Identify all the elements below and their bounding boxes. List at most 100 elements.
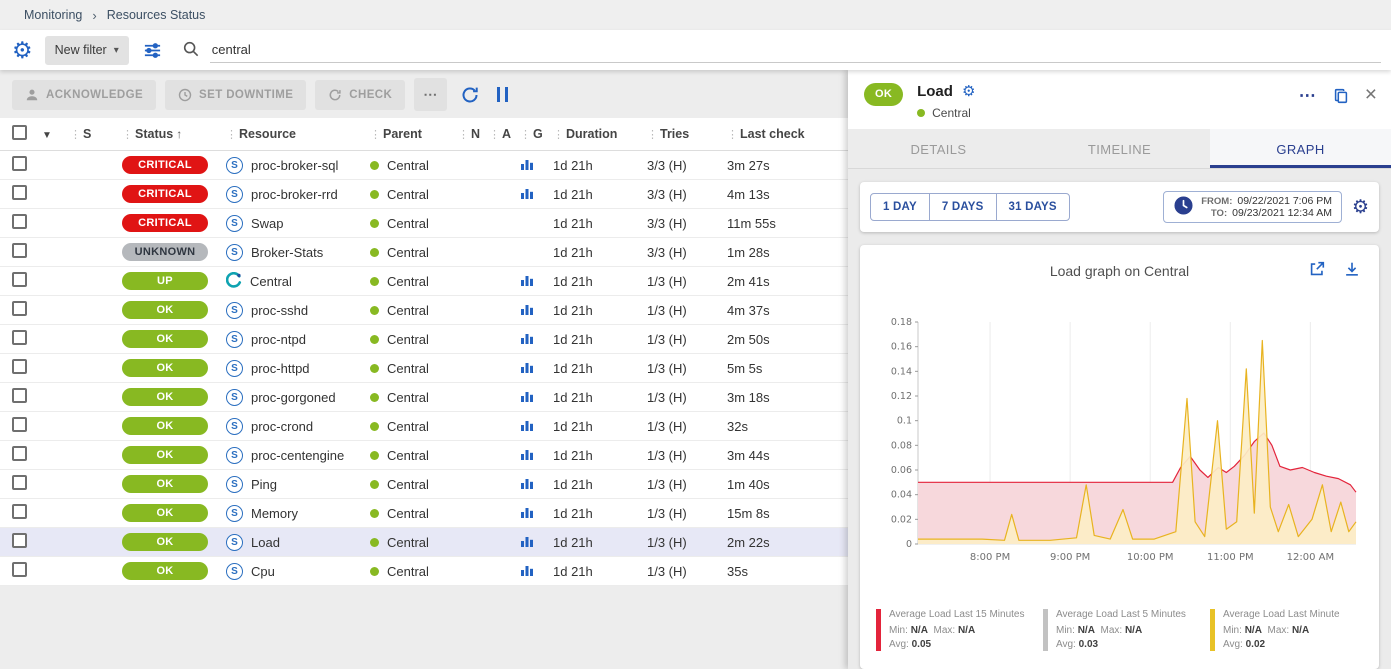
last-check-value: 11m 55s (727, 215, 776, 231)
graph-icon[interactable] (520, 333, 534, 348)
col-header-duration[interactable]: Duration (566, 127, 618, 141)
tab-details[interactable]: DETAILS (910, 142, 967, 157)
col-header-notes[interactable]: N (471, 127, 481, 141)
breadcrumb-resources-status[interactable]: Resources Status (106, 8, 206, 22)
graph-icon[interactable] (520, 188, 534, 203)
graph-settings-gear-icon[interactable]: ⚙ (1351, 196, 1369, 218)
resource-name: proc-broker-rrd (251, 186, 338, 202)
legend-item-load5[interactable]: Average Load Last 5 Minutes Min: N/A Max… (1043, 609, 1196, 651)
range-31days-button[interactable]: 31 DAYS (995, 193, 1070, 221)
table-row[interactable]: OK S proc-crond Central 1d 21h 1/3 (H) 3… (0, 411, 848, 441)
download-icon[interactable] (1343, 260, 1361, 278)
graph-icon[interactable] (520, 565, 534, 580)
duration-value: 1d 21h (553, 360, 593, 376)
table-row[interactable]: CRITICAL S proc-broker-sql Central 1d 21… (0, 150, 848, 180)
resource-name: Load (251, 534, 280, 550)
row-checkbox[interactable] (12, 417, 27, 432)
table-row[interactable]: OK S Load Central 1d 21h 1/3 (H) 2m 22s (0, 527, 848, 557)
graph-icon[interactable] (520, 391, 534, 406)
col-header-severity[interactable]: S (83, 127, 92, 141)
table-row[interactable]: CRITICAL S Swap Central 1d 21h 3/3 (H) 1… (0, 208, 848, 238)
tab-timeline[interactable]: TIMELINE (1087, 142, 1152, 157)
parent-name: Central (387, 360, 429, 376)
row-checkbox[interactable] (12, 330, 27, 345)
col-header-tries[interactable]: Tries (660, 127, 690, 141)
graph-icon[interactable] (520, 536, 534, 551)
pause-icon[interactable] (493, 83, 512, 106)
set-downtime-button[interactable]: SET DOWNTIME (165, 79, 307, 110)
table-row[interactable]: OK S proc-gorgoned Central 1d 21h 1/3 (H… (0, 382, 848, 412)
col-header-parent[interactable]: Parent (383, 127, 422, 141)
table-row[interactable]: UP Central Central 1d 21h 1/3 (H) 2m 41s (0, 266, 848, 296)
col-header-last-check[interactable]: Last check (740, 127, 805, 141)
graph-icon[interactable] (520, 275, 534, 290)
row-checkbox[interactable] (12, 446, 27, 461)
row-checkbox[interactable] (12, 185, 27, 200)
graph-icon[interactable] (520, 420, 534, 435)
select-rows-dropdown-icon[interactable]: ▼ (42, 130, 52, 141)
table-row[interactable]: UNKNOWN S Broker-Stats Central 1d 21h 3/… (0, 237, 848, 267)
load-graph[interactable]: 8:00 PM 9:00 PM 10:00 PM 11:00 PM 12:00 AM 0 0… (870, 279, 1369, 607)
row-checkbox[interactable] (12, 388, 27, 403)
advanced-filters-icon[interactable] (143, 41, 162, 60)
range-1day-button[interactable]: 1 DAY (870, 193, 930, 221)
col-header-status[interactable]: Status (135, 127, 174, 141)
row-checkbox[interactable] (12, 359, 27, 374)
col-header-graph[interactable]: G (533, 127, 543, 141)
acknowledge-button[interactable]: ACKNOWLEDGE (12, 79, 157, 110)
last-check-value: 3m 18s (727, 389, 770, 405)
copy-link-icon[interactable] (1332, 87, 1350, 108)
graph-icon[interactable] (520, 478, 534, 493)
tab-graph[interactable]: GRAPH (1210, 129, 1391, 168)
more-actions-button[interactable]: ⋯ (414, 78, 447, 111)
graph-icon[interactable] (520, 449, 534, 464)
panel-more-icon[interactable]: ⋯ (1298, 86, 1317, 105)
table-row[interactable]: OK S proc-centengine Central 1d 21h 1/3 … (0, 440, 848, 470)
row-checkbox[interactable] (12, 475, 27, 490)
centreon-host-icon (226, 271, 242, 288)
parent-status-dot (370, 363, 379, 373)
row-checkbox[interactable] (12, 562, 27, 577)
resource-settings-gear-icon[interactable]: ⚙ (961, 83, 976, 100)
row-checkbox[interactable] (12, 272, 27, 287)
table-row[interactable]: OK S proc-ntpd Central 1d 21h 1/3 (H) 2m… (0, 324, 848, 354)
search-input[interactable] (209, 37, 1381, 63)
status-badge: OK (122, 533, 208, 551)
tries-value: 3/3 (H) (647, 215, 687, 231)
filters-gear-icon[interactable]: ⚙ (12, 36, 33, 63)
col-header-resource[interactable]: Resource (239, 127, 296, 141)
row-checkbox[interactable] (12, 301, 27, 316)
table-row[interactable]: OK S Cpu Central 1d 21h 1/3 (H) 35s (0, 556, 848, 586)
table-row[interactable]: OK S Memory Central 1d 21h 1/3 (H) 15m 8… (0, 498, 848, 528)
duration-value: 1d 21h (553, 563, 593, 579)
tries-value: 1/3 (H) (647, 505, 687, 521)
graph-icon[interactable] (520, 507, 534, 522)
table-row[interactable]: OK S proc-sshd Central 1d 21h 1/3 (H) 4m… (0, 295, 848, 325)
legend-item-load15[interactable]: Average Load Last 15 Minutes Min: N/A Ma… (876, 609, 1029, 651)
open-in-new-icon[interactable] (1308, 260, 1326, 278)
new-filter-dropdown[interactable]: New filter ▾ (44, 35, 129, 65)
col-header-action[interactable]: A (502, 127, 512, 141)
row-checkbox[interactable] (12, 504, 27, 519)
close-panel-icon[interactable]: × (1364, 83, 1377, 106)
row-checkbox[interactable] (12, 214, 27, 229)
select-all-checkbox[interactable] (12, 125, 27, 140)
service-icon: S (226, 186, 243, 203)
refresh-icon[interactable] (456, 81, 484, 109)
graph-icon[interactable] (520, 362, 534, 377)
range-7days-button[interactable]: 7 DAYS (928, 193, 997, 221)
custom-time-period[interactable]: FROM: 09/22/2021 7:06 PM TO: 09/23/2021 … (1163, 191, 1342, 223)
check-button[interactable]: CHECK (315, 79, 406, 110)
table-row[interactable]: CRITICAL S proc-broker-rrd Central 1d 21… (0, 179, 848, 209)
row-checkbox[interactable] (12, 243, 27, 258)
row-checkbox[interactable] (12, 156, 27, 171)
breadcrumb-monitoring[interactable]: Monitoring (24, 8, 83, 22)
legend-item-load1[interactable]: Average Load Last Minute Min: N/A Max: N… (1210, 609, 1363, 651)
table-row[interactable]: OK S Ping Central 1d 21h 1/3 (H) 1m 40s (0, 469, 848, 499)
graph-icon[interactable] (520, 304, 534, 319)
resource-name: Ping (251, 476, 278, 492)
graph-icon[interactable] (520, 159, 534, 174)
table-row[interactable]: OK S proc-httpd Central 1d 21h 1/3 (H) 5… (0, 353, 848, 383)
row-checkbox[interactable] (12, 533, 27, 548)
service-icon: S (226, 476, 243, 493)
